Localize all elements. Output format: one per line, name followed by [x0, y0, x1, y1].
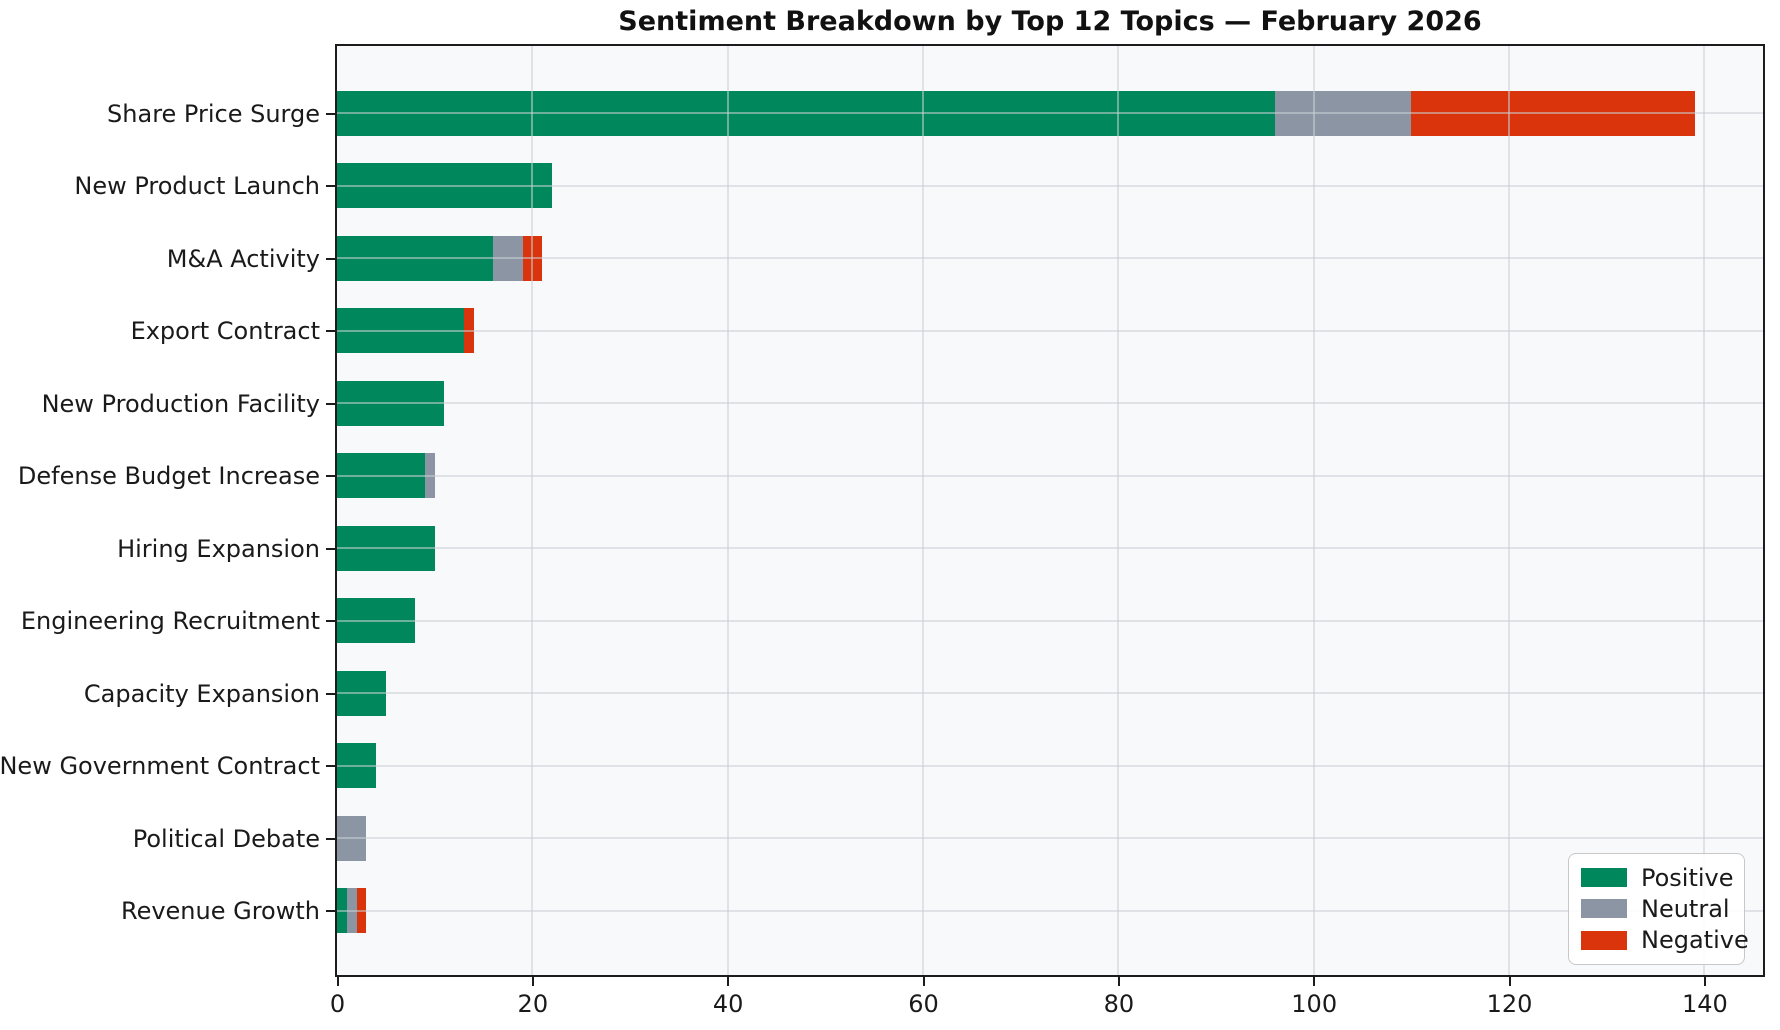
legend-label-negative: Negative [1641, 926, 1749, 955]
x-axis-tick-label-20: 20 [517, 990, 549, 1018]
gridline-x-120 [1508, 46, 1511, 975]
x-axis-tick-140 [1703, 977, 1706, 986]
y-axis-category-label-3: Export Contract [130, 317, 320, 345]
legend-swatch-neutral [1581, 899, 1627, 919]
legend-swatch-negative [1581, 930, 1627, 950]
x-axis-tick-80 [1117, 977, 1120, 986]
y-axis-category-label-9: New Government Contract [0, 752, 320, 780]
legend-label-positive: Positive [1641, 863, 1734, 892]
legend-row-positive: Positive [1581, 863, 1734, 892]
gridline-y-10 [337, 837, 1763, 839]
y-axis-category-label-6: Hiring Expansion [117, 534, 320, 563]
y-axis-category-label-7: Engineering Recruitment [20, 607, 320, 635]
gridline-x-60 [922, 46, 925, 975]
x-axis-tick-label-0: 0 [329, 990, 346, 1018]
legend-row-neutral: Neutral [1581, 895, 1732, 923]
x-axis-tick-label-60: 60 [908, 990, 939, 1018]
gridline-y-2 [337, 257, 1763, 259]
x-axis-tick-label-140: 140 [1681, 990, 1728, 1018]
x-axis-tick-label-100: 100 [1291, 990, 1338, 1018]
y-axis-tick-7 [326, 620, 335, 622]
gridline-y-7 [337, 619, 1763, 622]
gridline-y-5 [337, 474, 1763, 477]
legend-swatch-positive [1581, 868, 1627, 888]
gridline-y-4 [337, 402, 1763, 404]
x-axis-tick-label-40: 40 [712, 990, 744, 1018]
x-axis-tick-40 [727, 977, 730, 986]
gridline-y-9 [337, 764, 1763, 767]
gridline-y-8 [337, 692, 1763, 694]
x-axis-tick-20 [531, 977, 534, 986]
plot-area [335, 44, 1765, 977]
y-axis-category-label-8: Capacity Expansion [83, 679, 320, 708]
gridline-y-0 [337, 112, 1763, 114]
y-axis-tick-5 [326, 475, 335, 477]
y-axis-category-label-10: Political Debate [132, 824, 320, 853]
legend: Positive Neutral Negative [1568, 853, 1749, 965]
legend-label-neutral: Neutral [1641, 894, 1730, 923]
gridline-y-11 [337, 909, 1763, 912]
y-axis-category-label-2: M&A Activity [166, 244, 320, 273]
gridline-x-100 [1312, 46, 1315, 975]
gridline-y-3 [337, 329, 1763, 332]
x-axis-tick-0 [336, 977, 339, 986]
x-axis-tick-120 [1508, 977, 1511, 986]
gridline-y-1 [337, 184, 1763, 187]
x-axis-tick-label-120: 120 [1486, 990, 1533, 1018]
y-axis-tick-1 [326, 185, 335, 187]
y-axis-tick-10 [326, 837, 335, 840]
y-axis-category-label-11: Revenue Growth [120, 897, 320, 925]
y-axis-tick-8 [326, 692, 335, 695]
chart-title: Sentiment Breakdown by Top 12 Topics — F… [618, 6, 1482, 37]
y-axis-tick-4 [326, 402, 335, 405]
y-axis-category-label-4: New Production Facility [41, 389, 320, 418]
y-axis-category-label-1: New Product Launch [74, 172, 320, 200]
x-axis-tick-100 [1313, 977, 1316, 986]
y-axis-tick-11 [326, 910, 335, 912]
gridline-x-20 [531, 46, 534, 975]
gridline-x-80 [1117, 46, 1120, 975]
y-axis-tick-2 [326, 257, 335, 260]
y-axis-tick-6 [326, 547, 335, 550]
gridline-x-40 [726, 46, 729, 975]
y-axis-category-label-5: Defense Budget Increase [17, 462, 320, 490]
legend-row-negative: Negative [1581, 926, 1749, 954]
x-axis-tick-60 [922, 977, 925, 986]
y-axis-tick-3 [326, 330, 335, 332]
gridline-x-140 [1703, 46, 1706, 975]
y-axis-category-label-0: Share Price Surge [107, 99, 320, 128]
x-axis-tick-label-80: 80 [1103, 990, 1135, 1018]
gridline-y-6 [337, 547, 1763, 549]
y-axis-tick-9 [326, 765, 335, 767]
y-axis-tick-0 [326, 112, 335, 115]
